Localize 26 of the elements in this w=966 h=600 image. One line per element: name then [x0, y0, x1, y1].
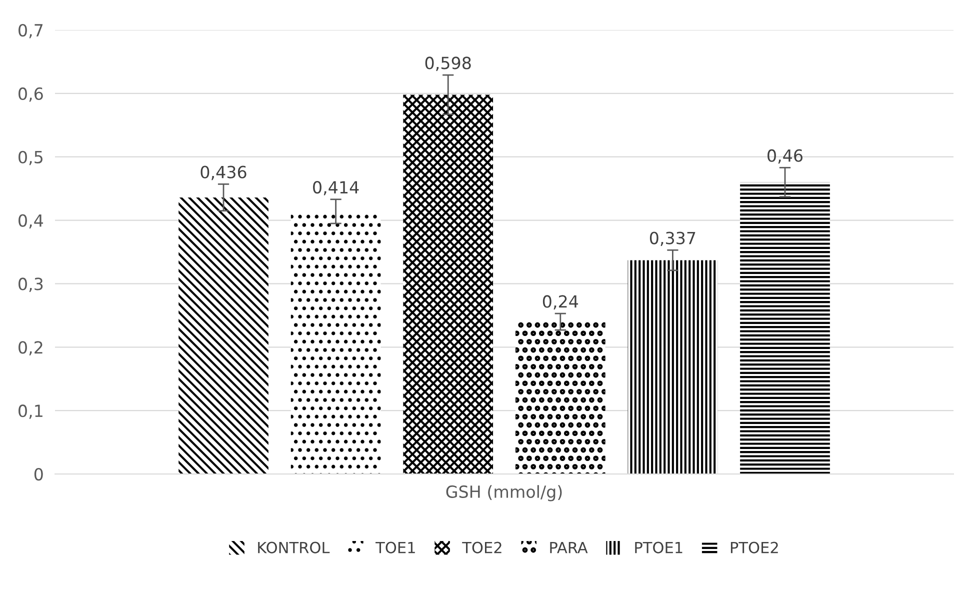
bar — [628, 260, 718, 474]
legend-label: TOE1 — [376, 542, 415, 554]
bar — [740, 182, 830, 474]
x-tick-label: GSH (mmol/g) — [446, 485, 562, 502]
y-tick-label: 0,6 — [18, 87, 43, 102]
data-label: 0,24 — [542, 295, 578, 310]
bar — [178, 197, 268, 474]
y-tick-label: 0,7 — [18, 24, 43, 38]
y-tick-label: 0,5 — [18, 150, 42, 166]
data-label: 0,337 — [650, 232, 696, 246]
legend-label: PTOE1 — [635, 542, 682, 554]
data-label: 0,414 — [313, 180, 359, 196]
bar — [403, 94, 494, 474]
y-tick-label: 0,2 — [18, 341, 42, 356]
y-tick-label: 0,3 — [18, 278, 43, 292]
data-label: 0,598 — [425, 56, 471, 71]
legend-label: PTOE2 — [730, 542, 778, 554]
data-label: 0,436 — [200, 166, 246, 180]
legend-label: KONTROL — [258, 542, 330, 554]
bar — [515, 322, 606, 474]
y-tick-label: 0,1 — [18, 404, 42, 419]
legend-label: PARA — [550, 542, 588, 554]
y-tick-label: 0 — [34, 468, 43, 481]
y-tick-label: 0,4 — [18, 214, 44, 229]
data-label: 0,46 — [768, 149, 802, 164]
legend-label: TOE2 — [462, 542, 502, 554]
